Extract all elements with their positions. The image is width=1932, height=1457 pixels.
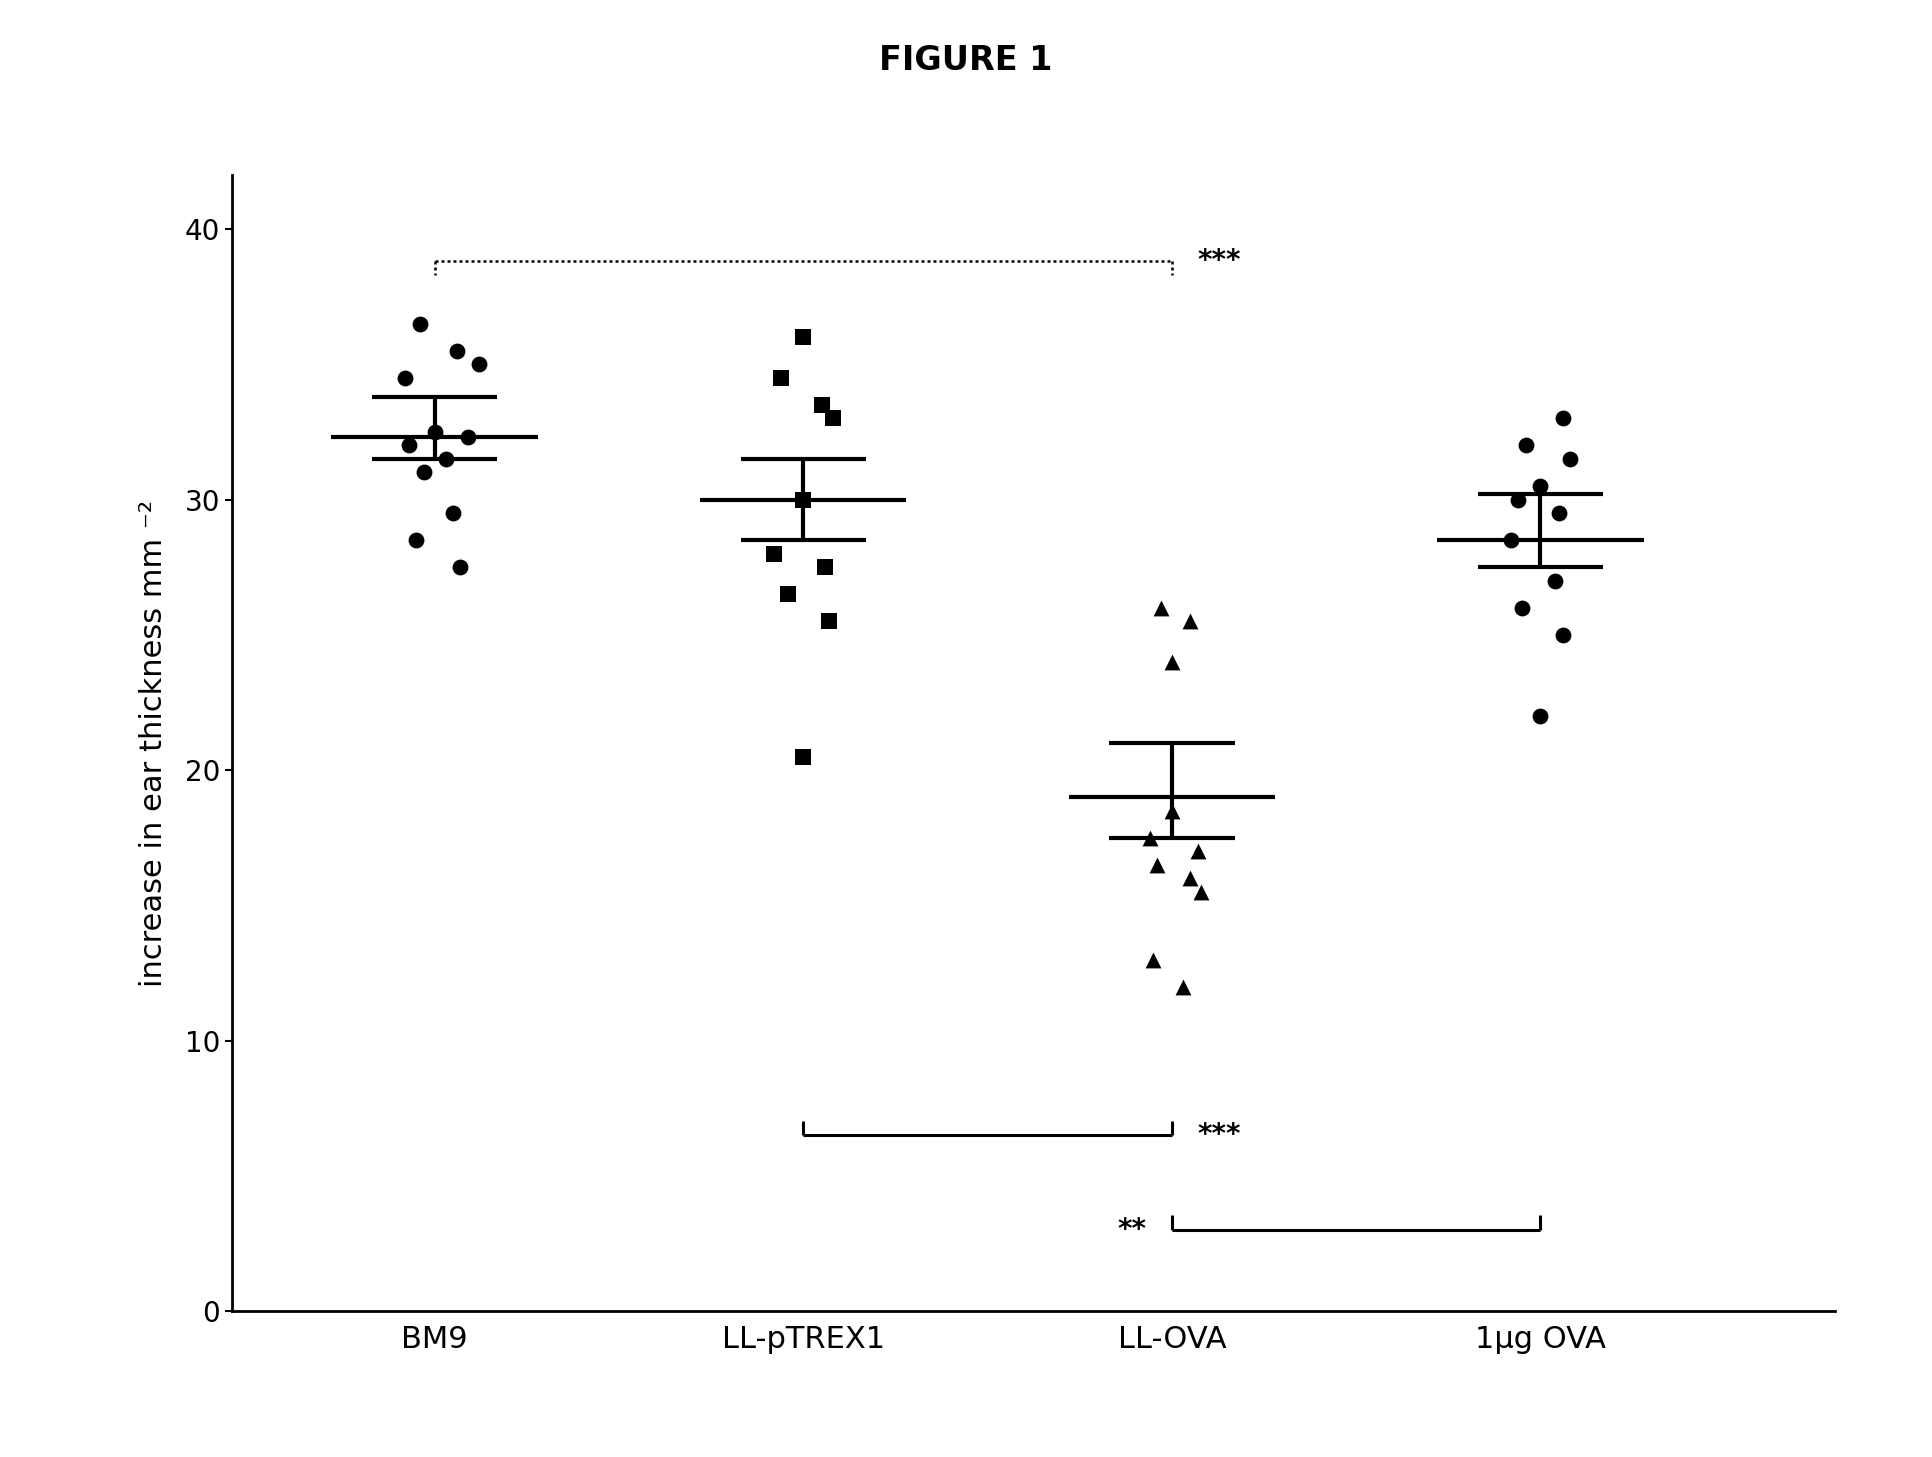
Point — [1167, 975, 1198, 998]
Point — [1157, 798, 1188, 822]
Point — [394, 434, 425, 457]
Point — [810, 555, 840, 578]
Point — [431, 447, 462, 471]
Point — [1186, 880, 1217, 903]
Point — [817, 407, 848, 430]
Point — [464, 353, 495, 376]
Point — [773, 583, 804, 606]
Point — [1175, 609, 1206, 632]
Point — [419, 420, 450, 443]
Point — [1548, 407, 1578, 430]
Point — [1157, 650, 1188, 673]
Point — [765, 366, 796, 389]
Point — [1142, 854, 1173, 877]
Point — [404, 312, 435, 335]
Point — [1540, 570, 1571, 593]
Text: **: ** — [1117, 1217, 1146, 1244]
Text: ***: *** — [1198, 1122, 1240, 1150]
Point — [408, 460, 439, 484]
Point — [788, 745, 819, 768]
Point — [788, 488, 819, 511]
Point — [1134, 826, 1165, 849]
Point — [1146, 596, 1177, 619]
Point — [1524, 475, 1555, 498]
Point — [1175, 867, 1206, 890]
Point — [757, 542, 788, 565]
Point — [440, 339, 471, 363]
Point — [1495, 529, 1526, 552]
Point — [390, 366, 421, 389]
Point — [1511, 434, 1542, 457]
Point — [1524, 704, 1555, 727]
Point — [1507, 596, 1538, 619]
Point — [1555, 447, 1586, 471]
Point — [437, 501, 468, 525]
Point — [1182, 839, 1213, 863]
Point — [1548, 624, 1578, 647]
Point — [1138, 949, 1169, 972]
Point — [452, 425, 483, 449]
Point — [1544, 501, 1575, 525]
Point — [1503, 488, 1534, 511]
Point — [813, 609, 844, 632]
Point — [806, 393, 837, 417]
Point — [444, 555, 475, 578]
Point — [400, 529, 431, 552]
Y-axis label: increase in ear thickness mm ⁻²: increase in ear thickness mm ⁻² — [139, 500, 168, 986]
Point — [788, 325, 819, 348]
Text: ***: *** — [1198, 248, 1240, 275]
Text: FIGURE 1: FIGURE 1 — [879, 44, 1053, 77]
